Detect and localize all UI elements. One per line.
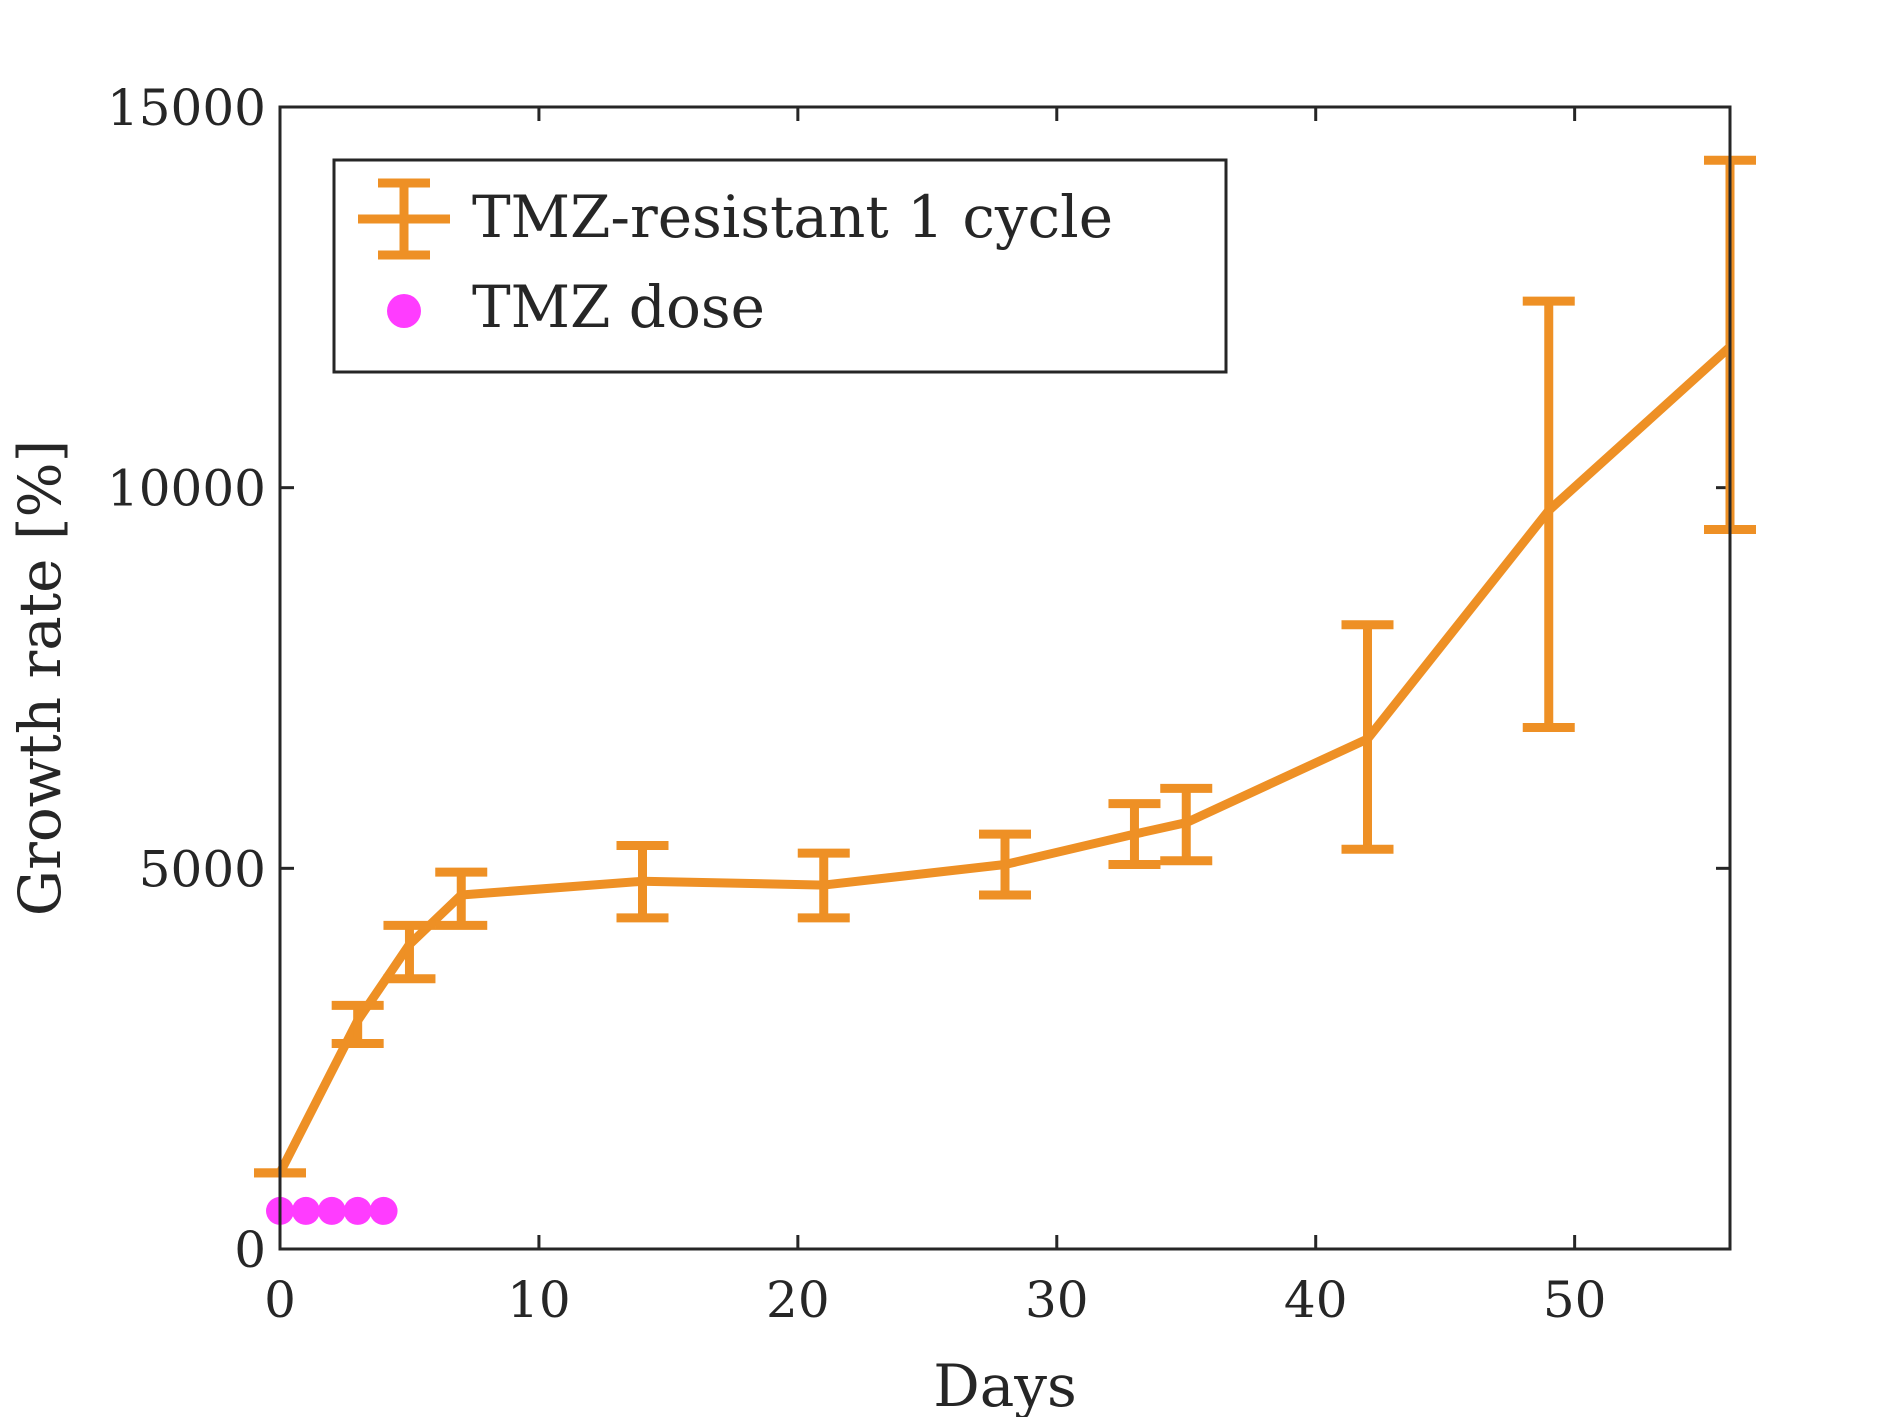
legend-swatch-errorbar xyxy=(358,178,450,260)
x-tick-label-2: 20 xyxy=(766,1271,830,1329)
errorbar-point-5 xyxy=(797,848,850,923)
errorbar-point-10 xyxy=(1522,296,1575,732)
legend-label-tmz-dose: TMZ dose xyxy=(472,273,765,341)
x-axis-label: Days xyxy=(933,1352,1077,1417)
dose-point-3 xyxy=(343,1196,372,1225)
x-tick-label-0: 0 xyxy=(264,1271,296,1329)
errorbar-point-3 xyxy=(435,867,488,930)
plot-frame xyxy=(278,105,1732,1251)
y-axis-label: Growth rate [%] xyxy=(6,440,74,916)
y-tick-label-1: 5000 xyxy=(139,840,266,898)
series-line-tmz-resistant xyxy=(275,343,1734,1175)
dose-point-4 xyxy=(369,1196,398,1225)
legend-swatch-circle xyxy=(387,294,421,328)
legend-label-tmz-resistant: TMZ-resistant 1 cycle xyxy=(472,183,1113,251)
y-tick-label-3: 15000 xyxy=(107,79,266,137)
dose-point-2 xyxy=(317,1196,346,1225)
x-tick-label-5: 50 xyxy=(1543,1271,1607,1329)
legend-swatch-dot xyxy=(387,294,421,328)
tick-labels: 0 10 20 30 40 50 0 5000 10000 15000 xyxy=(107,79,1607,1329)
errorbar-point-7 xyxy=(1108,799,1161,870)
errorbar-point-9 xyxy=(1341,620,1394,854)
errorbar-point-2 xyxy=(383,920,436,984)
errorbar-point-4 xyxy=(616,840,669,923)
x-tick-label-1: 10 xyxy=(507,1271,571,1329)
errorbar-point-6 xyxy=(979,829,1031,900)
dose-point-1 xyxy=(291,1196,320,1225)
x-tick-label-3: 30 xyxy=(1025,1271,1089,1329)
legend: TMZ-resistant 1 cycle TMZ dose xyxy=(332,158,1228,374)
errorbar-point-8 xyxy=(1160,783,1213,866)
y-tick-label-0: 0 xyxy=(234,1221,266,1279)
legend-box xyxy=(332,158,1228,374)
errorbar-point-1 xyxy=(331,1000,384,1048)
x-tick-label-4: 40 xyxy=(1284,1271,1348,1329)
y-tick-label-2: 10000 xyxy=(107,460,266,518)
